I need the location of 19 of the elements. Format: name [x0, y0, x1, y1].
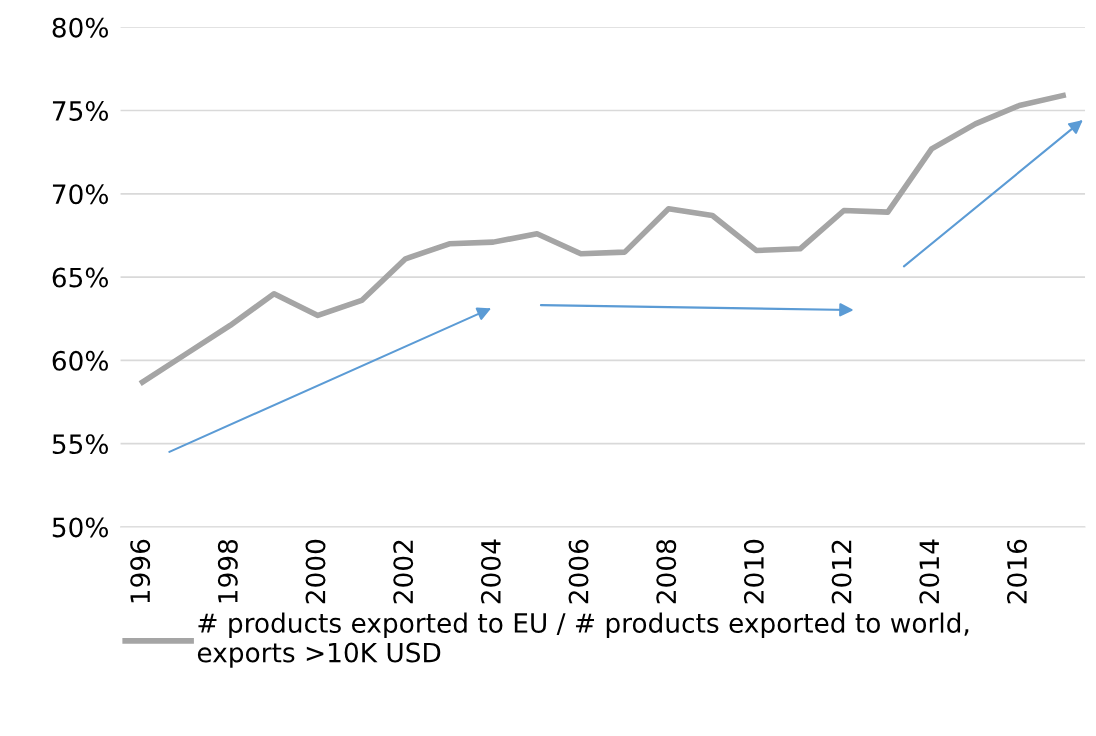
x-tick-label: 2002: [393, 540, 414, 604]
x-tick-label: 2010: [743, 539, 764, 604]
y-tick-label: 75%: [52, 100, 108, 121]
y-tick-label: 60%: [52, 350, 108, 371]
x-tick-label: 2006: [568, 539, 589, 604]
x-tick-label: 2004: [480, 539, 501, 604]
x-tick-label: 2000: [305, 539, 326, 604]
x-tick-label: 2014: [919, 539, 940, 604]
x-tick-label: 2008: [656, 539, 677, 604]
y-tick-label: 50%: [52, 517, 108, 538]
legend-label: # products exported to EU / # products exported to world, exports >10K USD: [197, 612, 969, 668]
y-tick-label: 65%: [52, 267, 108, 288]
y-tick-label: 55%: [52, 434, 108, 455]
y-tick-label: 80%: [52, 17, 108, 38]
x-tick-label: 1998: [217, 539, 238, 603]
x-tick-label: 1996: [130, 539, 151, 603]
x-tick-label: 2016: [1006, 539, 1027, 604]
x-tick-label: 2012: [831, 540, 852, 604]
y-tick-label: 70%: [52, 184, 108, 205]
